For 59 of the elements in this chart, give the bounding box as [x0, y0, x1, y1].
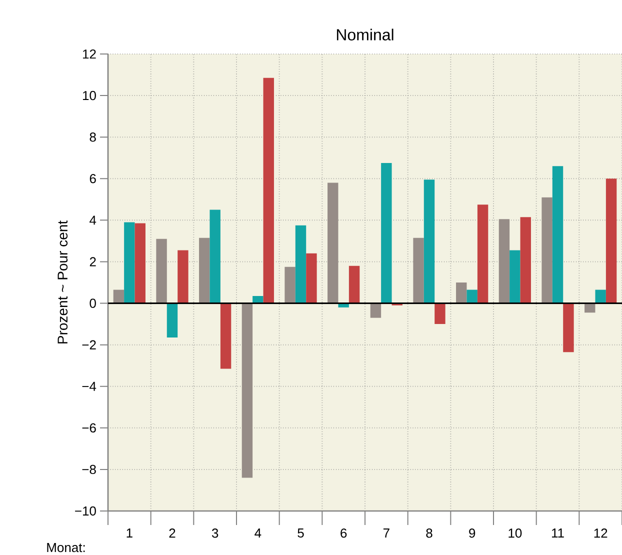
bar — [520, 217, 531, 304]
y-tick-label: −4 — [82, 382, 96, 391]
bar — [295, 225, 306, 304]
y-tick-label: 10 — [82, 90, 96, 100]
bar — [370, 303, 382, 318]
bar — [134, 223, 146, 304]
bar — [166, 303, 178, 338]
x-tick-label: 11 — [552, 528, 564, 538]
bar — [210, 210, 220, 304]
x-tick-label: 10 — [508, 528, 522, 538]
bar — [456, 282, 467, 304]
y-tick-label: 2 — [90, 257, 96, 266]
x-tick-label: 5 — [298, 528, 304, 538]
x-tick-label: 4 — [254, 528, 262, 538]
bar — [156, 238, 167, 304]
y-tick-label: 6 — [90, 174, 96, 184]
bar — [542, 197, 552, 304]
bar — [381, 163, 392, 304]
y-tick-label: −8 — [82, 464, 96, 474]
chart-title: Nominal — [336, 28, 394, 40]
bar — [242, 303, 253, 478]
x-axis-title: Monat: — [47, 543, 85, 552]
x-tick-label: 3 — [212, 528, 218, 538]
x-tick-label: 1 — [126, 528, 132, 538]
bar — [413, 238, 424, 304]
bar — [563, 303, 574, 352]
bar — [220, 303, 232, 369]
x-tick-label: 6 — [340, 528, 347, 538]
bar — [498, 219, 510, 304]
x-tick-label: 2 — [169, 528, 176, 538]
bar — [434, 303, 446, 324]
y-tick-label: −6 — [82, 423, 96, 433]
bar — [348, 266, 360, 304]
y-tick-label: 8 — [90, 132, 96, 142]
bar — [306, 253, 317, 304]
x-tick-label: 7 — [383, 528, 390, 538]
bar — [552, 166, 564, 304]
bar — [263, 78, 274, 304]
bar — [284, 266, 296, 304]
y-tick-label: 0 — [90, 298, 96, 308]
x-tick-label: 12 — [594, 528, 608, 538]
x-tick-label: 8 — [426, 528, 432, 538]
y-tick-label: −2 — [82, 340, 96, 350]
bar — [113, 290, 124, 304]
y-tick-label: 4 — [90, 216, 96, 225]
bar — [124, 222, 135, 304]
bar — [328, 182, 338, 304]
bar — [606, 178, 617, 304]
x-tick-label: 9 — [469, 528, 476, 538]
bar — [424, 180, 435, 304]
y-axis-title: Prozent ~ Pour cent — [58, 220, 68, 344]
y-tick-label: −10 — [75, 506, 96, 516]
bar — [510, 250, 520, 304]
bar — [477, 204, 488, 304]
bar — [199, 238, 210, 304]
y-tick-label: 12 — [82, 49, 96, 59]
bar — [595, 290, 606, 304]
bar — [466, 290, 478, 304]
bar — [178, 250, 188, 304]
